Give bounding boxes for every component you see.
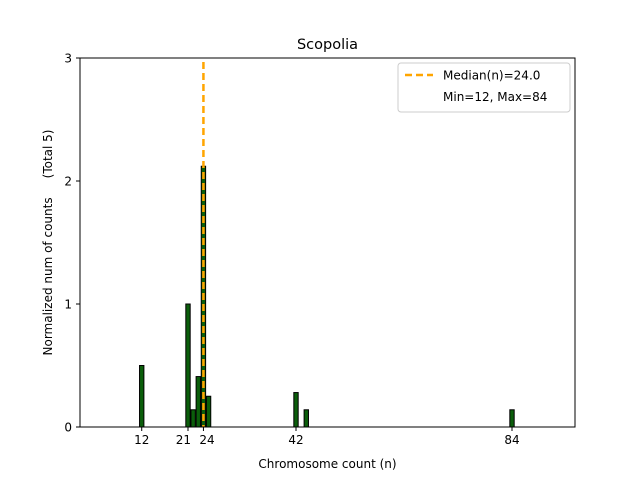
plot-frame bbox=[79, 57, 576, 428]
y-tick-label: 1 bbox=[64, 298, 72, 312]
legend: Median(n)=24.0 Min=12, Max=84 bbox=[397, 62, 571, 113]
y-tick-label: 2 bbox=[64, 175, 72, 189]
y-tick-label: 0 bbox=[64, 421, 72, 435]
histogram-bar bbox=[139, 365, 145, 428]
histogram-bar bbox=[205, 395, 212, 428]
y-axis-label: Normalized num of counts (Total 5) bbox=[41, 130, 55, 356]
chart-title: Scopolia bbox=[297, 37, 358, 53]
histogram-bar bbox=[509, 409, 515, 428]
histogram-bar bbox=[303, 409, 309, 428]
legend-box bbox=[397, 62, 571, 113]
histogram-bar bbox=[190, 409, 196, 428]
x-tick-label: 12 bbox=[134, 433, 149, 447]
histogram-bar bbox=[195, 376, 201, 428]
legend-median-label: Median(n)=24.0 bbox=[443, 69, 540, 83]
histogram-bar bbox=[293, 392, 299, 428]
y-tick-label: 3 bbox=[64, 52, 72, 66]
legend-minmax-label: Min=12, Max=84 bbox=[443, 90, 547, 104]
x-tick-label: 21 bbox=[176, 433, 191, 447]
bars-layer bbox=[139, 165, 515, 428]
x-tick-label: 42 bbox=[288, 433, 303, 447]
x-tick-label: 84 bbox=[504, 433, 519, 447]
x-axis-label: Chromosome count (n) bbox=[258, 457, 396, 471]
histogram-bar bbox=[185, 303, 191, 428]
x-tick-label: 24 bbox=[199, 433, 214, 447]
